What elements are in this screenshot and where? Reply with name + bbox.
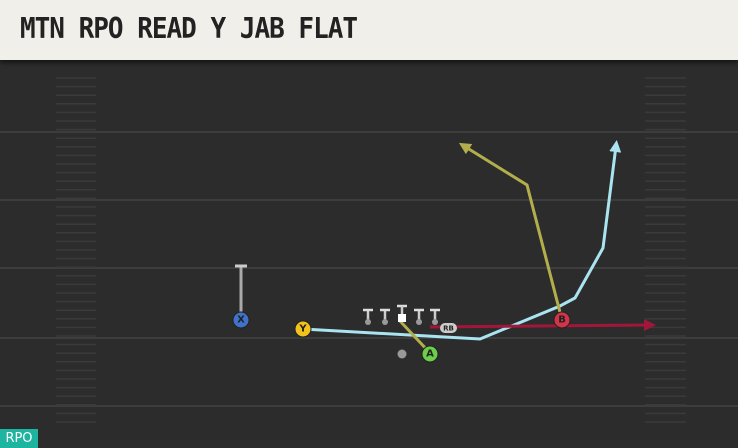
title: MTN RPO READ Y JAB FLAT [20, 12, 358, 46]
play-tag: RPO [0, 429, 38, 448]
center [398, 314, 406, 322]
player-y: Y [294, 320, 312, 338]
node-label: B [558, 315, 566, 326]
quarterback [397, 349, 407, 359]
node-label: X [237, 315, 245, 326]
lineman [432, 319, 438, 325]
rb-route [429, 319, 656, 332]
lineman [416, 319, 422, 325]
b-route [458, 142, 564, 321]
offensive-line [363, 304, 440, 325]
node-label: Y [298, 324, 307, 335]
node-label: A [426, 349, 434, 360]
hash-marks [56, 77, 686, 423]
player-x: X [232, 311, 250, 329]
player-a: A [421, 345, 439, 363]
yard-lines [0, 131, 738, 407]
y-route [302, 140, 622, 341]
lineman [382, 319, 388, 325]
lineman [365, 319, 371, 325]
player-b: B [553, 311, 571, 329]
rb-label: RB [443, 325, 454, 333]
rb-marker [440, 323, 457, 333]
header: MTN RPO READ Y JAB FLAT [0, 0, 738, 60]
